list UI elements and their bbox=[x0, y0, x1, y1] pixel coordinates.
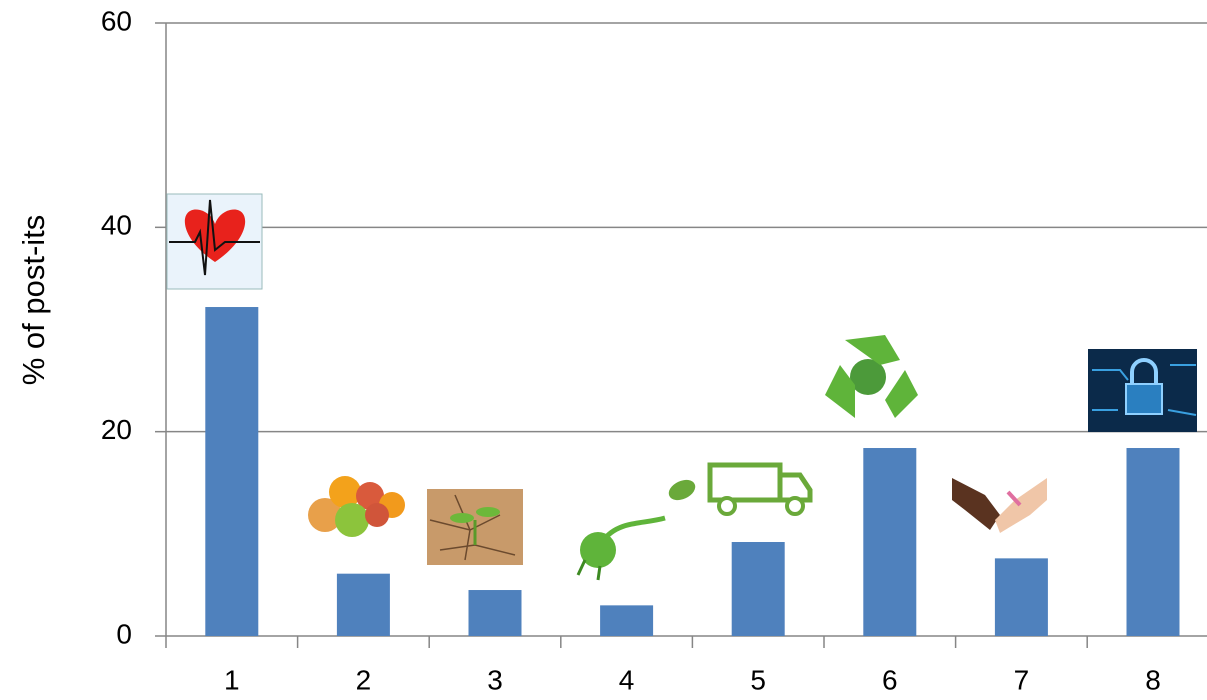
x-tick-label: 5 bbox=[750, 664, 766, 695]
bar bbox=[863, 448, 917, 636]
y-tick-label: 20 bbox=[101, 414, 132, 445]
icon-lock bbox=[1088, 349, 1197, 432]
x-tick-label: 2 bbox=[356, 664, 372, 695]
x-tick-label: 3 bbox=[487, 664, 503, 695]
icons bbox=[166, 193, 1197, 581]
y-tick-label: 60 bbox=[101, 5, 132, 36]
icon-heart bbox=[166, 193, 263, 290]
y-axis-label: % of post-its bbox=[16, 215, 51, 386]
icon-truck bbox=[668, 462, 813, 516]
y-tick-label: 0 bbox=[116, 618, 132, 649]
x-tick-label: 8 bbox=[1145, 664, 1161, 695]
icon-plug bbox=[576, 515, 666, 581]
bar bbox=[468, 590, 522, 636]
icon-fruits bbox=[308, 476, 405, 537]
x-tick-label: 1 bbox=[224, 664, 240, 695]
bar bbox=[1126, 448, 1180, 636]
y-tick-label: 40 bbox=[101, 210, 132, 241]
bar bbox=[600, 605, 654, 636]
icon-hands bbox=[952, 478, 1047, 533]
icon-plant bbox=[427, 489, 523, 565]
x-tick-label: 6 bbox=[882, 664, 898, 695]
bar bbox=[205, 307, 259, 636]
bar bbox=[731, 542, 785, 636]
bar bbox=[994, 558, 1048, 636]
x-tick-label: 4 bbox=[619, 664, 635, 695]
x-tick-label: 7 bbox=[1014, 664, 1030, 695]
bar bbox=[336, 573, 390, 636]
icon-recycle bbox=[825, 335, 918, 418]
